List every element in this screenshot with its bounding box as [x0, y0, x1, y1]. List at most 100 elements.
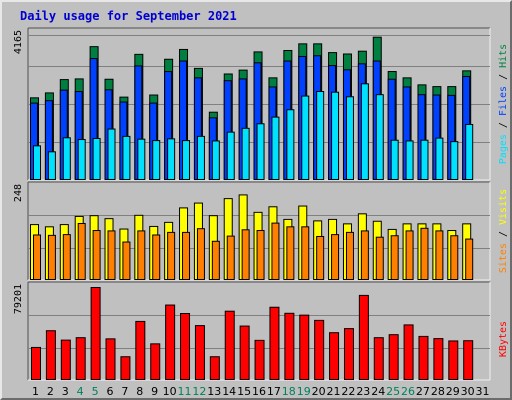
kbytes-bar-day-26 — [403, 324, 414, 380]
y-axis-max-label-panel-3: 79201 — [13, 284, 24, 314]
sites-bar-day-27 — [420, 227, 429, 281]
pages-bar-day-24 — [375, 94, 384, 180]
kbytes-bar-day-6 — [105, 338, 116, 380]
sites-bar-day-6 — [107, 230, 116, 281]
sites-bar-day-16 — [256, 230, 265, 280]
sites-bar-day-15 — [241, 229, 250, 281]
pages-bar-day-18 — [286, 109, 295, 180]
x-tick-label-day-5: 5 — [92, 385, 99, 398]
sites-bar-day-26 — [405, 230, 414, 281]
x-tick-label-day-18: 18 — [282, 385, 296, 398]
sites-bar-day-4 — [77, 222, 86, 280]
kbytes-bar-day-28 — [433, 338, 444, 381]
pages-bar-day-11 — [182, 140, 191, 181]
sites-bar-day-7 — [122, 241, 131, 280]
pages-bar-day-7 — [122, 135, 131, 181]
legend-label-pages: Pages — [498, 134, 509, 164]
x-tick-label-day-4: 4 — [77, 385, 84, 398]
sites-bar-day-18 — [286, 226, 295, 281]
x-tick-label-day-15: 15 — [237, 385, 251, 398]
kbytes-bar-day-16 — [254, 339, 265, 381]
kbytes-bar-day-25 — [388, 334, 399, 380]
kbytes-bar-day-10 — [165, 304, 176, 381]
pages-bar-day-6 — [107, 128, 116, 180]
x-tick-label-day-17: 17 — [267, 385, 281, 398]
pages-bar-day-21 — [331, 91, 340, 180]
pages-bar-day-29 — [450, 141, 459, 181]
sites-bar-day-2 — [47, 234, 56, 281]
x-tick-label-day-7: 7 — [121, 385, 128, 398]
pages-bar-day-1 — [33, 145, 41, 181]
kbytes-bar-day-21 — [329, 332, 340, 381]
kbytes-bar-day-12 — [194, 325, 205, 380]
sites-bar-day-25 — [390, 235, 399, 280]
kbytes-bar-day-7 — [120, 356, 131, 380]
x-tick-label-day-29: 29 — [446, 385, 460, 398]
x-tick-label-day-8: 8 — [136, 385, 143, 398]
pages-bar-day-2 — [47, 151, 56, 181]
pages-bar-day-5 — [92, 137, 101, 181]
sites-bar-day-20 — [316, 235, 325, 280]
kbytes-bar-day-9 — [150, 343, 161, 381]
kbytes-bar-day-27 — [418, 335, 429, 380]
sites-bar-day-14 — [226, 235, 235, 280]
pages-bar-day-16 — [256, 123, 265, 180]
kbytes-bar-day-20 — [314, 319, 325, 380]
x-tick-label-day-23: 23 — [356, 385, 370, 398]
legend-label-sites: Sites — [498, 243, 509, 273]
sites-bar-day-17 — [271, 222, 280, 280]
kbytes-bar-day-29 — [448, 340, 459, 381]
x-tick-label-day-9: 9 — [151, 385, 158, 398]
x-tick-label-day-24: 24 — [371, 385, 385, 398]
pages-bar-day-19 — [301, 95, 310, 180]
x-tick-label-day-14: 14 — [222, 385, 236, 398]
pages-bar-day-22 — [345, 96, 354, 180]
pages-bar-day-12 — [196, 135, 205, 181]
chart-title: Daily usage for September 2021 — [20, 9, 237, 23]
x-tick-label-day-30: 30 — [461, 385, 475, 398]
legend-panel-3: KBytes — [498, 321, 509, 357]
kbytes-bar-day-8 — [135, 320, 146, 380]
pages-bar-day-27 — [420, 139, 429, 181]
kbytes-bar-day-13 — [209, 356, 220, 380]
x-tick-label-day-21: 21 — [327, 385, 341, 398]
legend-separator: / — [498, 116, 509, 134]
sites-bar-day-5 — [92, 230, 101, 280]
legend-label-files: Files — [498, 86, 509, 116]
legend-panel-1: Pages / Files / Hits — [498, 44, 509, 164]
kbytes-bar-day-15 — [239, 325, 250, 381]
kbytes-bar-day-2 — [45, 330, 56, 380]
kbytes-bar-day-3 — [60, 339, 71, 380]
kbytes-bar-day-17 — [269, 306, 280, 380]
sites-bar-day-9 — [152, 234, 161, 280]
x-tick-label-day-2: 2 — [47, 385, 54, 398]
pages-bar-day-3 — [62, 137, 71, 181]
x-tick-label-day-1: 1 — [32, 385, 39, 398]
kbytes-bar-day-22 — [343, 328, 354, 381]
pages-bar-day-30 — [465, 123, 474, 180]
x-tick-label-day-3: 3 — [62, 385, 69, 398]
kbytes-bar-day-24 — [373, 337, 384, 380]
legend-separator: / — [498, 68, 509, 86]
x-tick-label-day-13: 13 — [207, 385, 221, 398]
pages-bar-day-23 — [360, 83, 369, 180]
sites-bar-day-11 — [182, 231, 191, 281]
kbytes-bar-day-5 — [90, 287, 101, 380]
sites-bar-day-1 — [33, 234, 41, 280]
x-tick-label-day-27: 27 — [416, 385, 430, 398]
legend-separator: / — [498, 225, 509, 243]
sites-bar-day-12 — [196, 228, 205, 280]
x-tick-label-day-20: 20 — [312, 385, 326, 398]
x-tick-label-day-19: 19 — [297, 385, 311, 398]
kbytes-bar-day-1 — [31, 346, 41, 380]
x-tick-label-day-28: 28 — [431, 385, 445, 398]
sites-bar-day-30 — [465, 238, 474, 280]
x-tick-label-day-22: 22 — [341, 385, 355, 398]
pages-bar-day-20 — [316, 91, 325, 180]
x-tick-label-day-6: 6 — [106, 385, 113, 398]
y-axis-max-label-panel-1: 4165 — [13, 30, 24, 54]
sites-bar-day-13 — [211, 240, 220, 281]
